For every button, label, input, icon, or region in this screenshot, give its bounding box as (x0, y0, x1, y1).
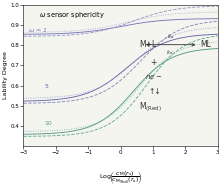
Text: ML: ML (200, 40, 211, 49)
Text: +: + (150, 58, 156, 67)
Text: $\omega$ sensor sphericity: $\omega$ sensor sphericity (39, 10, 105, 20)
Text: ↑↓: ↑↓ (149, 87, 161, 96)
Y-axis label: Lability Degree: Lability Degree (4, 52, 8, 99)
Text: M$_{\mathrm{(Red)}}$: M$_{\mathrm{(Red)}}$ (139, 100, 162, 114)
X-axis label: $\mathrm{Log}\!\left(\!\dfrac{c_{\mathrm{M}}(r_s)}{c_{\mathrm{M_{(Red)}}}(r_s)}\: $\mathrm{Log}\!\left(\!\dfrac{c_{\mathrm… (99, 169, 142, 186)
Text: $ne-$: $ne-$ (145, 73, 162, 81)
Text: $\omega$ = 1: $\omega$ = 1 (28, 26, 48, 34)
Text: $k_d$: $k_d$ (166, 48, 174, 57)
Text: 5: 5 (45, 84, 48, 89)
Text: M+L: M+L (139, 40, 156, 49)
Text: $k_a$: $k_a$ (167, 33, 174, 41)
Text: 10: 10 (45, 121, 52, 126)
